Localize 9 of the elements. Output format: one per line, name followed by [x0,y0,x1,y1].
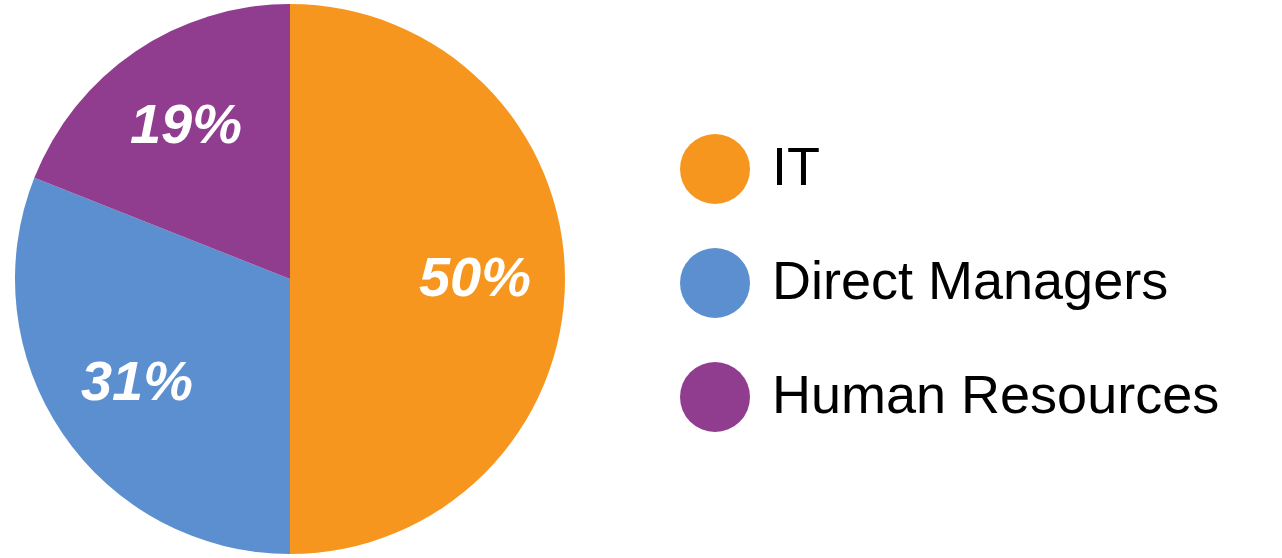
legend-label: Human Resources [772,364,1220,424]
legend-label: IT [772,136,820,196]
legend-label: Direct Managers [772,250,1169,310]
pie-slice [34,4,290,279]
data-label: 31% [80,348,194,412]
data-label: 19% [129,91,243,155]
data-label: 50% [418,245,532,308]
pie-slice [15,177,290,554]
pie-slice [290,4,565,554]
